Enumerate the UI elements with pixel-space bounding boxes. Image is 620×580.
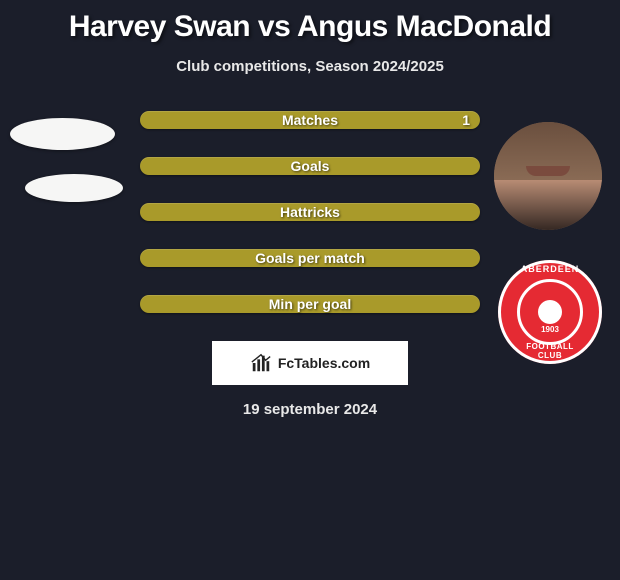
bar-row-hattricks: Hattricks	[140, 203, 480, 221]
bar-row-mpg: Min per goal	[140, 295, 480, 313]
date-line: 19 september 2024	[0, 401, 620, 418]
bar-label: Min per goal	[140, 295, 480, 313]
bar-row-gpm: Goals per match	[140, 249, 480, 267]
watermark: FcTables.com	[212, 341, 408, 385]
stats-icon	[250, 352, 272, 374]
bar-row-matches: Matches 1	[140, 111, 480, 129]
bar-label: Matches	[140, 111, 480, 129]
bar-value: 1	[462, 111, 470, 129]
stats-bars: Matches 1 Goals Hattricks Goals per matc…	[0, 111, 620, 313]
bar-row-goals: Goals	[140, 157, 480, 175]
bar-label: Goals per match	[140, 249, 480, 267]
bar-label: Goals	[140, 157, 480, 175]
bar-label: Hattricks	[140, 203, 480, 221]
crest-text-bottom: FOOTBALL CLUB	[520, 342, 580, 360]
crest-year: 1903	[520, 325, 580, 334]
page-title: Harvey Swan vs Angus MacDonald	[0, 0, 620, 44]
watermark-text: FcTables.com	[278, 355, 370, 371]
subtitle: Club competitions, Season 2024/2025	[0, 58, 620, 75]
